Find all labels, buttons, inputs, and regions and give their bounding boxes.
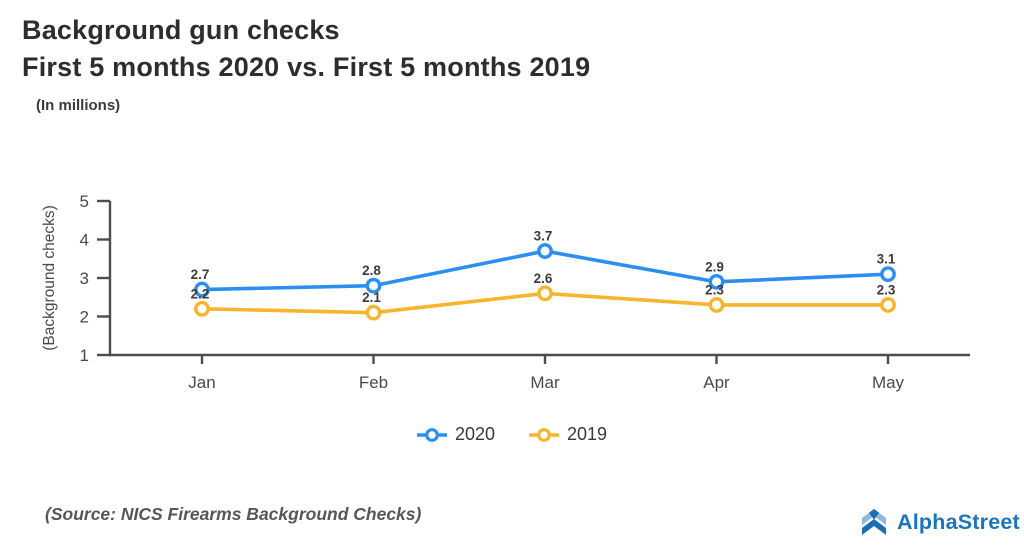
svg-text:3.7: 3.7 xyxy=(534,229,553,244)
line-chart: 1 2 3 4 5 Jan Feb Mar Apr May (Background checks) 2… xyxy=(41,192,970,392)
svg-text:2.3: 2.3 xyxy=(877,282,896,297)
svg-text:4: 4 xyxy=(80,231,89,250)
svg-text:3.1: 3.1 xyxy=(877,252,896,267)
alphastreet-logo: AlphaStreet xyxy=(858,506,1020,538)
svg-text:Mar: Mar xyxy=(530,373,560,392)
svg-text:2.1: 2.1 xyxy=(362,290,381,305)
svg-text:2.7: 2.7 xyxy=(191,267,210,282)
alphastreet-logo-text: AlphaStreet xyxy=(897,509,1020,534)
title-line-1: Background gun checks xyxy=(22,15,340,45)
svg-text:5: 5 xyxy=(80,192,89,211)
legend-item-2020[interactable]: 2020 xyxy=(416,424,495,445)
svg-text:Apr: Apr xyxy=(703,373,730,392)
svg-text:(Background checks): (Background checks) xyxy=(41,205,58,351)
svg-text:2: 2 xyxy=(80,308,89,327)
svg-text:Feb: Feb xyxy=(359,373,388,392)
svg-text:2.9: 2.9 xyxy=(705,259,724,274)
legend-item-2019[interactable]: 2019 xyxy=(529,424,607,445)
svg-text:Jan: Jan xyxy=(188,373,215,392)
legend-label-2019: 2019 xyxy=(567,424,608,444)
svg-text:May: May xyxy=(872,373,905,392)
title-line-2: First 5 months 2020 vs. First 5 months 2… xyxy=(22,52,591,82)
chart-legend: 2020 2019 xyxy=(0,424,1024,445)
svg-text:2.8: 2.8 xyxy=(362,263,381,278)
source-text: (Source: NICS Firearms Background Checks… xyxy=(45,504,422,524)
legend-label-2020: 2020 xyxy=(454,424,495,444)
svg-text:1: 1 xyxy=(80,346,89,365)
alphastreet-logo-icon xyxy=(862,509,886,535)
svg-text:3: 3 xyxy=(80,269,89,288)
chart-title: Background gun checks First 5 months 202… xyxy=(22,12,590,86)
svg-text:2.6: 2.6 xyxy=(534,271,553,286)
chart-subtitle: (In millions) xyxy=(36,97,121,114)
svg-text:2.2: 2.2 xyxy=(191,286,210,301)
svg-text:2.3: 2.3 xyxy=(705,282,724,297)
legend-marker-2019-icon xyxy=(529,427,559,442)
legend-marker-2020-icon xyxy=(416,427,447,442)
